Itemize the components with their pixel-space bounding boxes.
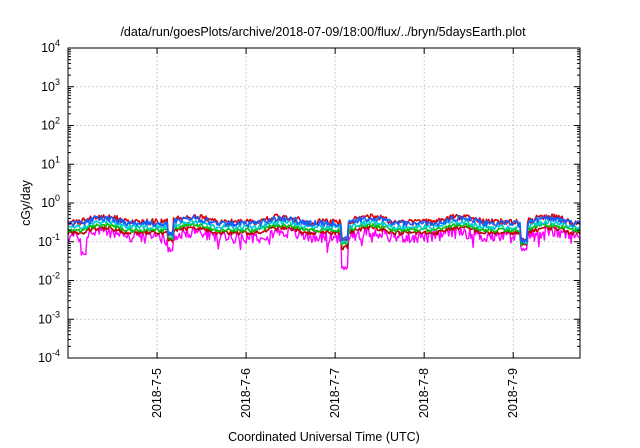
y-tick-label: 10-3 <box>38 309 60 326</box>
y-tick-label: 101 <box>41 154 60 171</box>
chart-title: /data/run/goesPlots/archive/2018-07-09/1… <box>120 25 526 39</box>
series-line <box>67 219 581 245</box>
series-line <box>67 225 581 251</box>
y-tick-label: 10-1 <box>38 232 60 249</box>
series-line <box>67 214 581 244</box>
x-tick-label: 2018-7-8 <box>417 368 431 418</box>
y-tick-label: 102 <box>41 116 60 133</box>
x-tick-label: 2018-7-6 <box>239 368 253 418</box>
x-tick-label: 2018-7-5 <box>150 368 164 418</box>
y-tick-label: 100 <box>41 193 60 210</box>
y-tick-label: 10-2 <box>38 271 60 288</box>
series-line <box>67 213 581 242</box>
y-tick-label: 104 <box>41 38 60 55</box>
x-tick-label: 2018-7-7 <box>328 368 342 418</box>
series-group <box>67 213 581 271</box>
y-tick-label: 103 <box>41 77 60 94</box>
y-tick-label: 10-4 <box>38 348 60 365</box>
y-ticks: 10-4 10-3 10-2 10-1 100 101 102 103 104 <box>38 38 580 365</box>
x-ticks: 2018-7-5 2018-7-6 2018-7-7 2018-7-8 2018-7-9 <box>150 48 520 418</box>
y-axis-label: cGy/day <box>19 179 33 226</box>
grid-lines <box>68 48 580 358</box>
series-line <box>67 225 581 271</box>
x-axis-label: Coordinated Universal Time (UTC) <box>228 430 420 444</box>
x-tick-label: 2018-7-9 <box>506 368 520 418</box>
